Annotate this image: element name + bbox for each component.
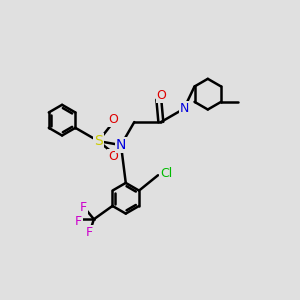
Text: Cl: Cl [160, 167, 172, 180]
Text: F: F [86, 226, 93, 239]
Text: O: O [108, 150, 118, 163]
Text: N: N [116, 138, 126, 152]
Text: O: O [108, 113, 118, 126]
Text: F: F [80, 201, 87, 214]
Text: O: O [157, 89, 166, 102]
Text: N: N [180, 102, 189, 115]
Text: S: S [94, 134, 103, 148]
Text: F: F [75, 215, 82, 228]
